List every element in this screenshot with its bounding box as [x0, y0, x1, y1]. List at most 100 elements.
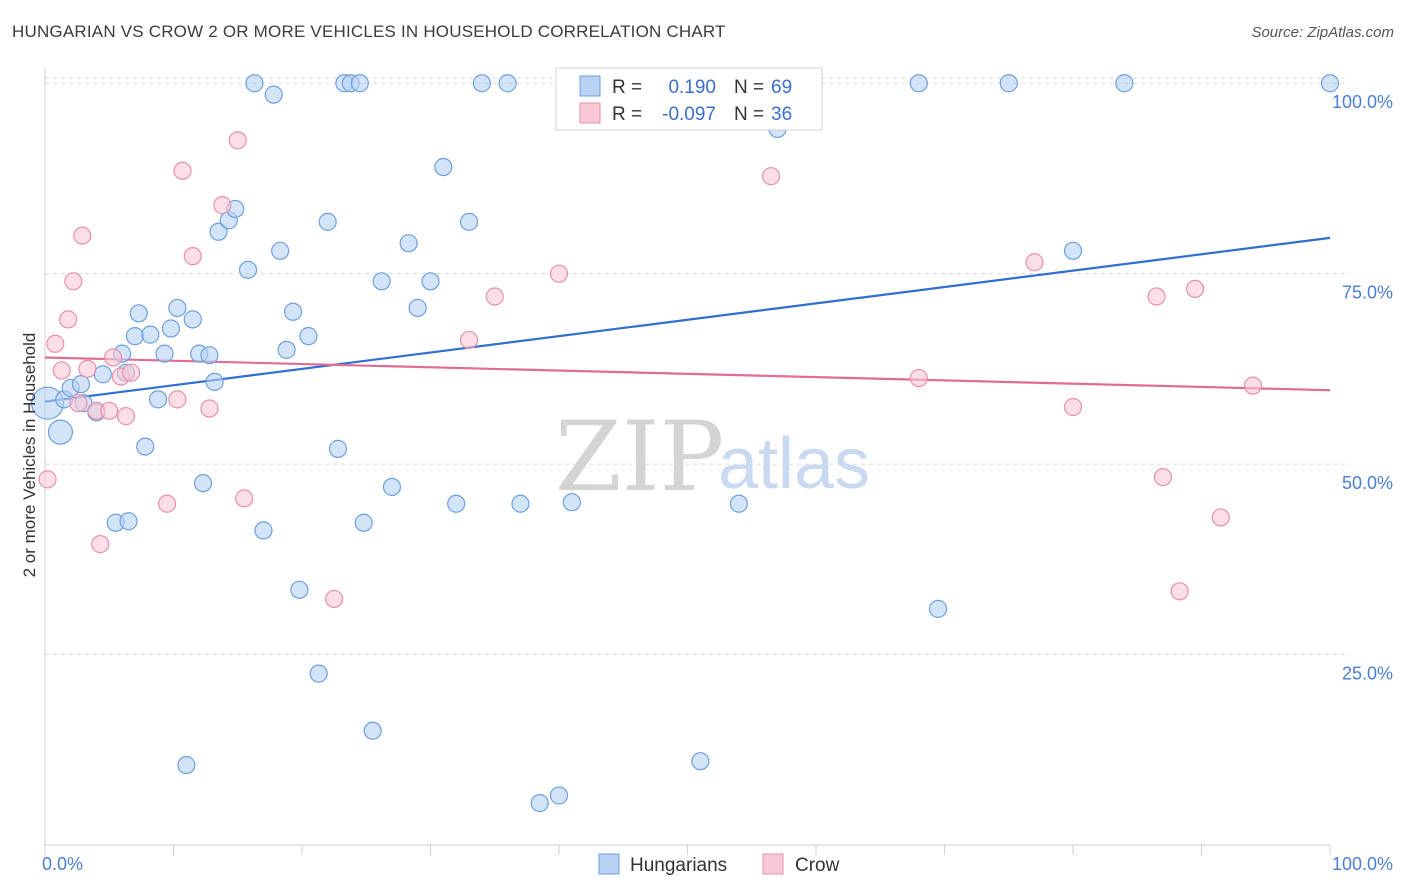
y-axis-title: 2 or more Vehicles in Household: [20, 333, 39, 578]
series-legend-label-crow: Crow: [795, 855, 840, 876]
legend-swatch-hungarians: [579, 75, 601, 97]
crow-point: [549, 264, 569, 283]
watermark-zip: ZIP: [555, 401, 724, 513]
crow-point: [38, 470, 57, 489]
hungarians-point: [408, 298, 427, 318]
tick-labels: 25.0% 50.0% 75.0% 100.0% 0.0% 100.0%: [42, 92, 1393, 874]
crow-point: [1025, 253, 1044, 272]
hungarians-point: [309, 664, 328, 683]
hungarians-point: [283, 302, 303, 321]
hungarians-point: [1063, 241, 1083, 260]
legend-n-label-crow: N =: [734, 104, 764, 125]
hungarians-point: [245, 74, 264, 93]
legend-swatch-crow: [579, 102, 601, 124]
watermark: ZIP atlas: [555, 401, 870, 513]
y-axis-title-group: 2 or more Vehicles in Household: [20, 333, 39, 578]
hungarians-point: [183, 310, 202, 329]
hungarians-point: [472, 74, 491, 93]
y-tick-label: 25.0%: [1342, 664, 1393, 684]
crow-point: [183, 247, 202, 266]
crow-point: [78, 359, 97, 378]
hungarians-point: [434, 157, 453, 177]
hungarians-point: [205, 372, 224, 391]
hungarians-point: [141, 325, 160, 344]
legend-n-value-crow: 36: [771, 104, 792, 125]
crow-point: [64, 272, 83, 291]
hungarians-point: [155, 344, 174, 363]
hungarians-point: [71, 375, 91, 394]
hungarians-point: [271, 241, 290, 260]
hungarians-point: [372, 272, 391, 291]
crow-point: [52, 361, 71, 380]
hungarians-point: [511, 494, 530, 513]
watermark-atlas: atlas: [718, 424, 870, 504]
legend-r-value-crow: -0.097: [662, 104, 716, 125]
hungarians-point: [1115, 74, 1134, 93]
x-tick-label: 0.0%: [42, 854, 83, 874]
hungarians-point: [290, 580, 309, 599]
hungarians-point: [136, 437, 155, 456]
crow-point: [909, 368, 928, 388]
crow-point: [325, 589, 344, 609]
hungarians-point: [125, 327, 145, 346]
correlation-legend: R = 0.190 N = 69 R = -0.097 N = 36: [555, 67, 823, 131]
hungarians-point: [47, 419, 74, 445]
crow-point: [1170, 582, 1189, 601]
crow-point: [213, 196, 232, 215]
crow-point: [116, 407, 136, 426]
crow-point: [1211, 508, 1230, 527]
hungarians-point: [909, 74, 928, 93]
crow-point: [69, 394, 88, 413]
crow-point: [1185, 279, 1205, 299]
trend-lines: [44, 236, 1331, 403]
hungarians-point: [729, 494, 749, 513]
crow-point: [761, 167, 781, 186]
hungarians-point: [148, 390, 168, 409]
hungarians-point: [354, 513, 373, 532]
crow-point: [91, 535, 110, 554]
crow-point: [1153, 467, 1173, 487]
crow-point: [235, 489, 254, 508]
hungarians-point: [119, 512, 138, 531]
crow-point: [73, 226, 92, 245]
hungarians-point: [549, 786, 569, 805]
y-tick-label: 50.0%: [1342, 473, 1393, 493]
crow-point: [1147, 287, 1166, 306]
chart-title: HUNGARIAN VS CROW 2 OR MORE VEHICLES IN …: [12, 22, 726, 41]
crow-point: [1243, 376, 1263, 395]
crow-point: [59, 310, 78, 329]
hungarians-point: [209, 222, 228, 241]
hungarians-point: [93, 365, 112, 384]
axes: [44, 68, 1331, 855]
hungarians-point: [254, 521, 273, 540]
series-legend-swatch-hungarians: [598, 853, 620, 875]
hungarians-point: [999, 74, 1018, 93]
hungarians-point: [363, 721, 382, 740]
crow-point: [121, 363, 141, 382]
hungarians-point: [168, 298, 187, 318]
hungarians-point: [1320, 74, 1340, 93]
hungarians-point: [447, 494, 466, 513]
legend-r-label-hungarians: R =: [612, 77, 642, 98]
hungarians-point: [299, 327, 318, 346]
hungarians-point: [318, 212, 337, 231]
crow-point: [104, 348, 123, 367]
hungarians-point: [928, 599, 948, 618]
hungarians-point: [421, 272, 440, 291]
hungarians-point: [530, 794, 549, 813]
hungarians-point: [328, 439, 348, 458]
hungarians-trend-line: [44, 236, 1331, 403]
hungarians-point: [562, 493, 581, 512]
hungarians-point: [459, 212, 479, 231]
hungarians-point: [277, 340, 296, 359]
crow-point: [459, 330, 479, 350]
x-tick-label: 100.0%: [1332, 854, 1393, 874]
crow-point: [200, 399, 219, 418]
legend-n-value-hungarians: 69: [771, 77, 792, 98]
grid-lines: [45, 77, 1350, 656]
legend-r-label-crow: R =: [612, 104, 642, 125]
crow-point: [173, 161, 192, 180]
crow-point: [100, 401, 119, 420]
hungarians-point: [161, 319, 181, 338]
